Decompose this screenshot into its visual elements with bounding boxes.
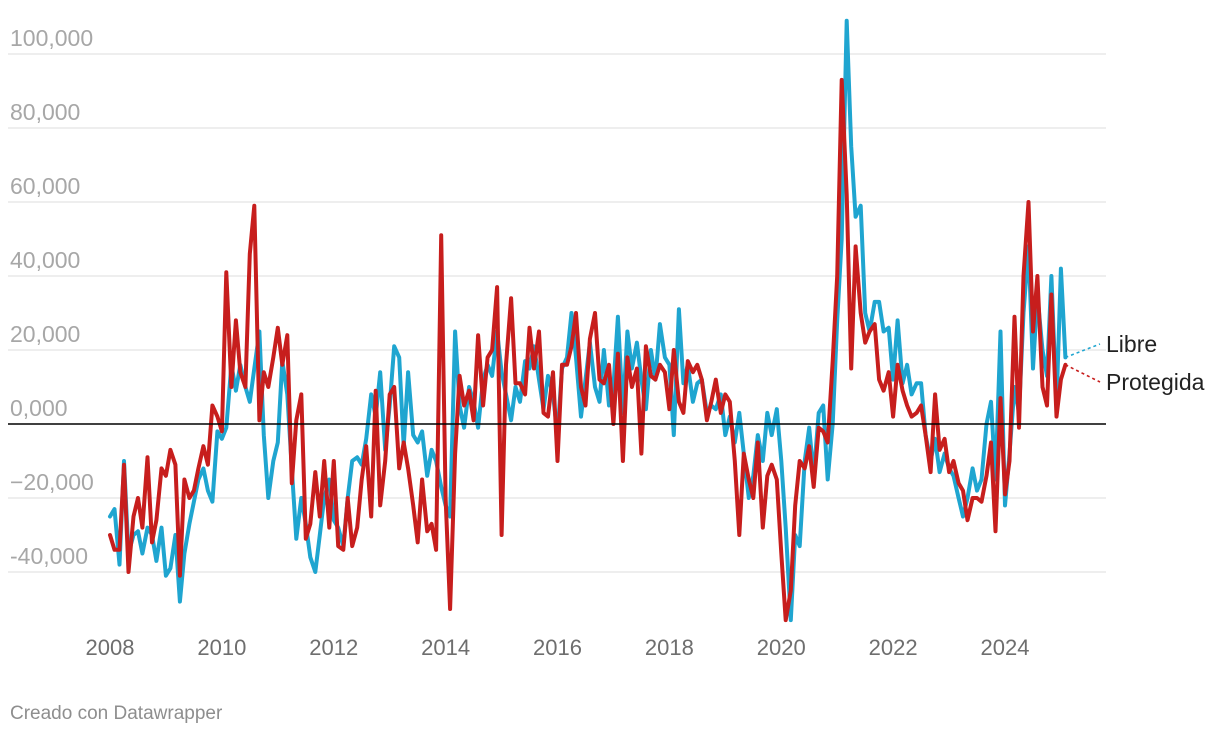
- x-tick-label: 2008: [86, 635, 135, 660]
- series-lines: [108, 18, 1068, 623]
- y-tick-label: −20,000: [10, 469, 94, 495]
- x-tick-label: 2012: [309, 635, 358, 660]
- x-tick-label: 2024: [981, 635, 1030, 660]
- legend-label-protegida: Protegida: [1106, 369, 1205, 395]
- x-tick-label: 2016: [533, 635, 582, 660]
- y-axis-labels: -40,000 −20,000 0,000 20,000 40,000 60,000 80,…: [10, 25, 94, 569]
- x-tick-label: 2010: [197, 635, 246, 660]
- y-tick-label: -40,000: [10, 543, 88, 569]
- y-tick-label: 100,000: [10, 25, 93, 51]
- y-tick-label: 80,000: [10, 99, 80, 125]
- y-tick-label: 0,000: [10, 395, 68, 421]
- x-axis-labels: 2008 2010 2012 2014 2016 2018 2020 2022 2024: [86, 635, 1030, 660]
- y-tick-label: 60,000: [10, 173, 80, 199]
- legend-connector-protegida: [1065, 364, 1101, 383]
- gridlines: [8, 53, 1106, 573]
- x-tick-label: 2022: [869, 635, 918, 660]
- legend-label-libre: Libre: [1106, 331, 1157, 357]
- y-tick-label: 40,000: [10, 247, 80, 273]
- legend-connector-libre: [1065, 343, 1101, 359]
- series-line-protegida: [108, 77, 1068, 623]
- x-tick-label: 2018: [645, 635, 694, 660]
- x-tick-label: 2020: [757, 635, 806, 660]
- series-line-libre: [108, 18, 1068, 623]
- footer-credit[interactable]: Creado con Datawrapper: [10, 703, 223, 724]
- legend: Libre Protegida: [1065, 331, 1205, 395]
- x-tick-label: 2014: [421, 635, 470, 660]
- y-tick-label: 20,000: [10, 321, 80, 347]
